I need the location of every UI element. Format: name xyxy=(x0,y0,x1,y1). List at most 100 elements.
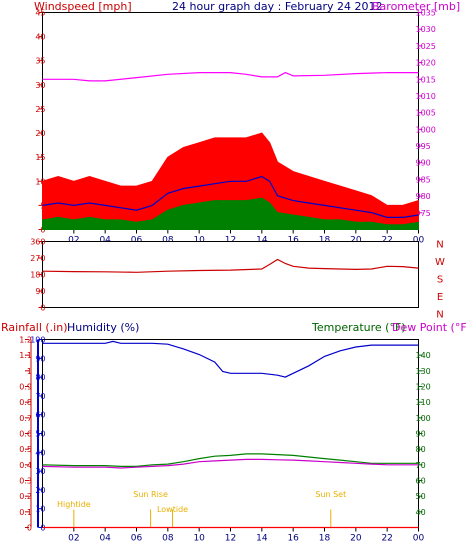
y-tick-label: 60 xyxy=(35,411,45,420)
y-tick-label: 20 xyxy=(35,486,45,495)
y-tick-label: 140 xyxy=(416,351,431,360)
x-tick-label: 06 xyxy=(131,534,143,544)
x-tick-label: 18 xyxy=(319,534,331,544)
humidity-axis-label: Humidity (%) xyxy=(67,321,139,334)
y-tick-label: 70 xyxy=(416,461,426,470)
y-tick-label: 50 xyxy=(416,492,426,501)
y-tick-label: 0 xyxy=(27,524,32,533)
y-tick-label: 30 xyxy=(35,81,45,90)
compass-label: W xyxy=(435,257,445,268)
y-tick-label: 25 xyxy=(35,105,45,114)
x-tick-label: 02 xyxy=(68,236,79,246)
dewpoint-axis-label: Dew Point (°F) xyxy=(392,321,466,334)
y-tick-label: 90 xyxy=(35,287,45,296)
compass-label: S xyxy=(437,275,443,286)
direction-series xyxy=(42,258,419,273)
y-tick-label: 130 xyxy=(416,367,431,376)
windspeed-axis-label: Windspeed [mph] xyxy=(34,0,132,13)
temperature-series xyxy=(42,453,419,467)
y-tick-label: 45 xyxy=(35,9,45,18)
y-tick-label: 0.9 xyxy=(19,383,32,392)
x-tick-label: 18 xyxy=(319,236,331,246)
y-tick-label: 15 xyxy=(35,153,45,162)
y-tick-label: 180 xyxy=(30,271,45,280)
y-tick-label: 0.4 xyxy=(19,461,32,470)
y-tick-label: 1030 xyxy=(416,25,436,34)
x-tick-label: 00 xyxy=(413,236,425,246)
x-tick-label: 04 xyxy=(99,236,111,246)
x-tick-label: 00 xyxy=(413,534,425,544)
temperature-ticks: 40 50 60 70 80 90 100 110 120 130 140 xyxy=(416,351,431,517)
y-tick-label: 985 xyxy=(416,175,431,184)
barometer-ticks: 975 980 985 990 995 1000 1005 1010 1015 1020 1025 1… xyxy=(416,9,436,218)
climate-panel-frame xyxy=(42,339,419,528)
y-tick-label: 1.2 xyxy=(19,336,32,345)
x-tick-label: 10 xyxy=(193,534,205,544)
x-tick-label: 20 xyxy=(350,236,362,246)
climate-x-ticks: 02 04 06 08 10 12 14 16 18 20 22 00 xyxy=(68,527,425,544)
x-tick-label: 22 xyxy=(381,236,392,246)
x-tick-label: 12 xyxy=(225,534,236,544)
y-tick-label: 50 xyxy=(35,430,45,439)
y-tick-label: 0.5 xyxy=(19,445,32,454)
y-tick-label: 120 xyxy=(416,383,431,392)
y-tick-label: 0 xyxy=(40,304,45,313)
barometer-series xyxy=(42,71,419,82)
y-tick-label: 1005 xyxy=(416,109,436,118)
y-tick-label: 1010 xyxy=(416,92,436,101)
x-tick-label: 16 xyxy=(287,534,299,544)
annotation-label: Lowtide xyxy=(157,505,188,514)
y-tick-label: 1020 xyxy=(416,59,436,68)
x-tick-label: 14 xyxy=(256,534,268,544)
y-tick-label: 40 xyxy=(416,508,426,517)
y-tick-label: 0.8 xyxy=(19,398,32,407)
x-tick-label: 04 xyxy=(99,534,111,544)
y-tick-label: 90 xyxy=(35,354,45,363)
y-tick-label: 0.3 xyxy=(19,477,32,486)
x-tick-label: 20 xyxy=(350,534,362,544)
temperature-axis-label: Temperature (°F) xyxy=(311,321,406,334)
y-tick-label: 975 xyxy=(416,209,431,218)
x-tick-label: 06 xyxy=(131,236,143,246)
x-tick-label: 16 xyxy=(287,236,299,246)
y-tick-label: 20 xyxy=(35,129,45,138)
x-tick-label: 22 xyxy=(381,534,392,544)
y-tick-label: 980 xyxy=(416,192,431,201)
y-tick-label: 80 xyxy=(416,445,426,454)
wind-direction-series xyxy=(42,258,419,273)
y-tick-label: 70 xyxy=(35,392,45,401)
y-tick-label: 10 xyxy=(35,177,45,186)
tide-sun-annotations: Hightide Sun Rise Lowtide Sun Set xyxy=(57,490,346,528)
barometer-axis-label: Barometer [mb] xyxy=(372,0,460,13)
x-tick-label: 08 xyxy=(162,236,174,246)
min-wind-series xyxy=(42,197,419,230)
compass-label: E xyxy=(437,292,443,303)
dewpoint-series xyxy=(42,458,419,469)
wind-x-ticks: 02 04 06 08 10 12 14 16 18 20 22 00 xyxy=(68,229,425,246)
y-tick-label: 10 xyxy=(35,505,45,514)
y-tick-label: 60 xyxy=(416,477,426,486)
y-tick-label: 35 xyxy=(35,57,45,66)
compass-label: N xyxy=(436,310,443,321)
y-tick-label: 1035 xyxy=(416,9,436,18)
y-tick-label: 1.1 xyxy=(19,351,32,360)
compass-label: N xyxy=(436,240,443,251)
y-tick-label: 80 xyxy=(35,373,45,382)
climate-series xyxy=(42,340,419,529)
y-tick-label: 0.1 xyxy=(19,508,32,517)
y-tick-label: 0.7 xyxy=(19,414,32,423)
wind-series xyxy=(42,71,419,230)
x-tick-label: 12 xyxy=(225,236,236,246)
rainfall-axis-label: Rainfall (.in) xyxy=(1,321,68,334)
x-tick-label: 14 xyxy=(256,236,268,246)
y-tick-label: 990 xyxy=(416,159,431,168)
direction-ticks: 0 90 180 270 360 xyxy=(30,238,45,313)
y-tick-label: 1015 xyxy=(416,75,436,84)
y-tick-label: 90 xyxy=(416,430,426,439)
y-tick-label: 100 xyxy=(416,414,431,423)
y-tick-label: 995 xyxy=(416,142,431,151)
y-tick-label: 270 xyxy=(30,254,45,263)
y-tick-label: 1 xyxy=(27,367,32,376)
